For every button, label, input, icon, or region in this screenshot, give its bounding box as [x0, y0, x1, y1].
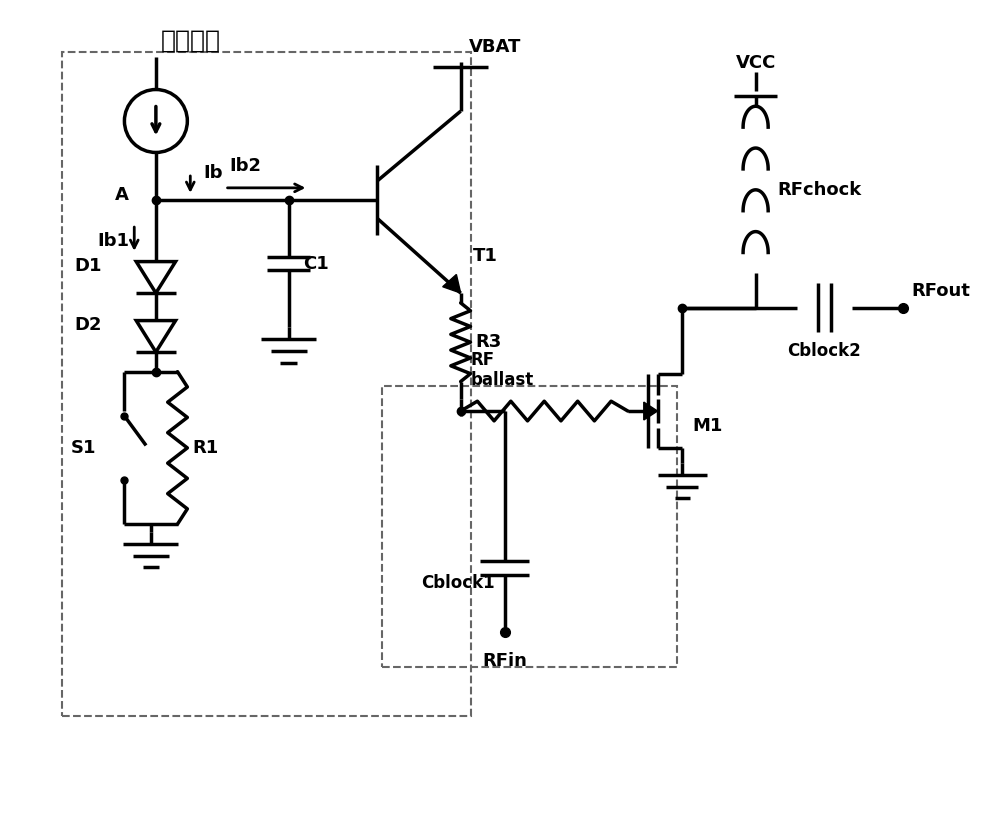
Text: Cblock2: Cblock2 [788, 342, 861, 360]
Bar [382, 387, 677, 667]
Text: RFin: RFin [482, 652, 527, 670]
Text: RF
ballast: RF ballast [471, 350, 534, 389]
Text: A: A [114, 186, 128, 204]
Text: 偏置电路: 偏置电路 [160, 28, 220, 52]
Text: D2: D2 [74, 316, 102, 334]
Text: VBAT: VBAT [469, 38, 521, 56]
Polygon shape [644, 402, 658, 420]
Text: Ib1: Ib1 [97, 232, 129, 250]
Text: D1: D1 [74, 257, 102, 274]
Text: Cblock1: Cblock1 [421, 574, 495, 592]
Bar [62, 52, 471, 716]
Text: VCC: VCC [735, 54, 776, 72]
Text: C1: C1 [303, 254, 329, 273]
Polygon shape [443, 274, 461, 293]
Text: S1: S1 [70, 439, 96, 457]
Text: RFout: RFout [911, 282, 970, 300]
Text: RFchock: RFchock [777, 181, 862, 199]
Text: R1: R1 [192, 439, 219, 457]
Text: M1: M1 [692, 417, 723, 434]
Text: Ib: Ib [203, 164, 223, 182]
Text: R3: R3 [475, 333, 502, 351]
Text: T1: T1 [472, 247, 497, 265]
Text: Ib2: Ib2 [230, 157, 262, 175]
